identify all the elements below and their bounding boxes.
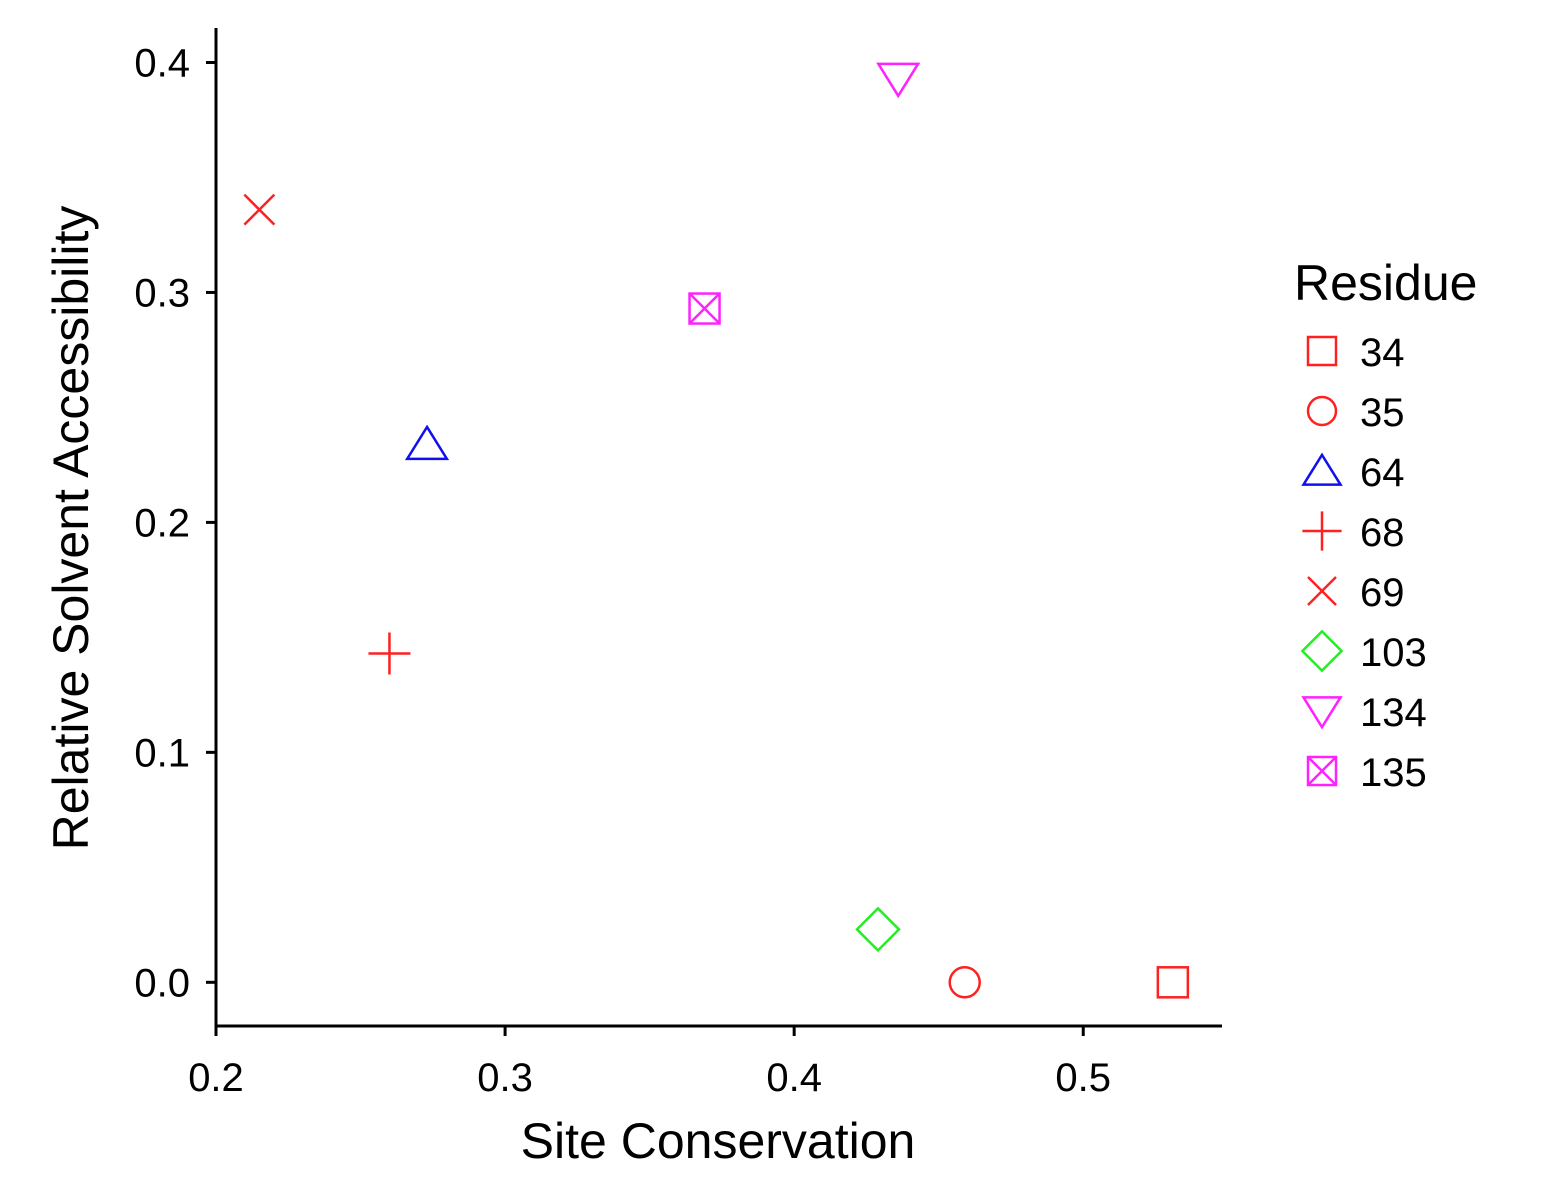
data-point-64: [404, 424, 450, 461]
x-tick-label: 0.2: [188, 1056, 244, 1100]
plot-axes: [214, 28, 1222, 1028]
y-tick-label: 0.3: [134, 271, 190, 315]
data-point-103: [855, 906, 901, 953]
legend-marker: [1302, 511, 1342, 551]
data-point-35: [948, 966, 981, 999]
legend-item-34: 34: [1306, 331, 1405, 375]
legend-label: 68: [1360, 511, 1405, 555]
legend-marker: [1307, 576, 1337, 606]
legend-marker: [1300, 629, 1344, 673]
data-point-135: [688, 292, 721, 325]
legend-item-64: 64: [1301, 451, 1405, 495]
legend-label: 64: [1360, 451, 1405, 495]
legend-label: 103: [1360, 631, 1427, 675]
y-tick-label: 0.0: [134, 961, 190, 1005]
x-tick-label: 0.3: [477, 1056, 533, 1100]
y-tick-label: 0.1: [134, 731, 190, 775]
y-axis-ticks: 0.0 0.1 0.2 0.3 0.4: [134, 41, 216, 1005]
data-point-34: [1156, 966, 1190, 999]
legend-marker: [1306, 395, 1338, 427]
legend-marker: [1301, 696, 1343, 730]
data-points: [243, 62, 1190, 999]
legend-item-69: 69: [1307, 571, 1405, 615]
x-tick-label: 0.4: [766, 1056, 822, 1100]
legend-items: 34 35 64 68 69 103 134 135: [1300, 331, 1427, 795]
data-point-68: [368, 632, 411, 675]
x-axis-title: Site Conservation: [521, 1113, 916, 1169]
legend-item-35: 35: [1306, 391, 1405, 435]
legend-label: 69: [1360, 571, 1405, 615]
legend-item-103: 103: [1300, 629, 1427, 675]
legend-label: 35: [1360, 391, 1405, 435]
legend-marker: [1301, 452, 1343, 486]
y-axis-title: Relative Solvent Accessibility: [43, 206, 99, 851]
y-tick-label: 0.4: [134, 41, 190, 85]
legend-label: 34: [1360, 331, 1405, 375]
legend-label: 134: [1360, 691, 1427, 735]
legend-marker: [1306, 755, 1338, 787]
legend-item-68: 68: [1302, 511, 1405, 555]
data-point-134: [876, 62, 921, 99]
x-axis-ticks: 0.2 0.3 0.4 0.5: [188, 1026, 1111, 1100]
legend-item-134: 134: [1301, 691, 1427, 735]
data-point-69: [243, 193, 276, 226]
legend-title: Residue: [1294, 255, 1477, 311]
x-tick-label: 0.5: [1055, 1056, 1111, 1100]
legend: Residue 34 35 64 68 69 103 134 135: [1294, 255, 1477, 795]
legend-item-135: 135: [1306, 751, 1427, 795]
y-tick-label: 0.2: [134, 501, 190, 545]
legend-marker: [1306, 335, 1338, 367]
legend-label: 135: [1360, 751, 1427, 795]
